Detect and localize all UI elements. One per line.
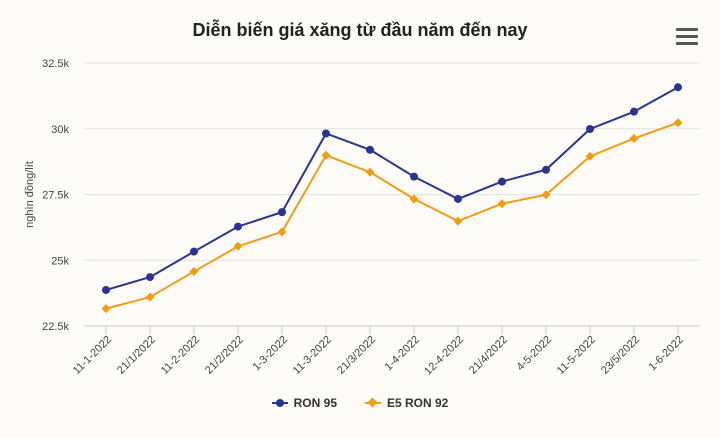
y-tick-label: 27.5k — [42, 190, 69, 202]
x-tick-label: 21/1/2022 — [115, 334, 158, 377]
x-tick-label: 23/5/2022 — [599, 334, 642, 377]
y-tick-label: 30k — [51, 124, 69, 136]
data-point-1 — [365, 167, 375, 177]
data-point-1 — [453, 216, 463, 226]
data-point-1 — [189, 267, 199, 277]
x-tick-label: 1-6-2022 — [646, 334, 686, 374]
data-point-1 — [497, 199, 507, 209]
data-point-0 — [454, 194, 462, 203]
data-point-0 — [498, 177, 506, 186]
y-tick-label: 32.5k — [42, 58, 69, 70]
chart-title: Diễn biến giá xăng từ đầu năm đến nay — [192, 20, 528, 40]
x-tick-label: 12-4-2022 — [422, 334, 466, 378]
x-tick-label: 21/4/2022 — [467, 334, 510, 377]
data-point-1 — [673, 118, 683, 128]
data-point-0 — [278, 208, 286, 217]
data-point-0 — [586, 125, 594, 134]
data-point-0 — [674, 83, 682, 92]
series-line-1 — [105, 121, 679, 310]
series-line-0 — [105, 86, 679, 291]
hamburger-menu-icon[interactable] — [676, 28, 698, 46]
legend-item-e5ron92[interactable]: E5 RON 92 — [365, 396, 448, 410]
data-point-1 — [277, 227, 287, 237]
x-tick-label: 1-4-2022 — [382, 334, 422, 374]
data-point-0 — [102, 285, 110, 294]
data-point-0 — [366, 145, 374, 154]
data-point-1 — [233, 241, 243, 251]
chart-legend: RON 95 E5 RON 92 — [0, 396, 720, 410]
x-tick-label: 11-1-2022 — [71, 334, 114, 377]
data-point-1 — [321, 150, 331, 160]
legend-label-ron95: RON 95 — [293, 396, 337, 410]
data-point-0 — [542, 165, 550, 174]
data-point-0 — [410, 172, 418, 181]
y-tick-label: 22.5k — [42, 321, 69, 333]
data-point-1 — [585, 151, 595, 161]
data-point-1 — [541, 190, 551, 200]
legend-marker-ron95 — [271, 398, 288, 408]
legend-marker-e5ron92 — [365, 397, 381, 408]
data-point-0 — [322, 129, 330, 138]
x-tick-label: 11-5-2022 — [555, 334, 598, 377]
data-point-1 — [101, 304, 111, 314]
data-point-1 — [409, 194, 419, 204]
legend-item-ron95[interactable]: RON 95 — [271, 396, 337, 410]
x-tick-label: 1-3-2022 — [250, 334, 290, 374]
x-tick-label: 21/3/2022 — [335, 334, 378, 377]
data-point-0 — [234, 222, 242, 231]
data-point-0 — [630, 107, 638, 116]
x-tick-label: 11-2-2022 — [159, 334, 202, 377]
x-tick-label: 4-5-2022 — [514, 334, 554, 374]
data-point-1 — [629, 133, 639, 143]
data-point-0 — [146, 273, 154, 282]
y-axis-title: nghìn đồng/lít — [24, 161, 36, 228]
x-tick-label: 11-3-2022 — [291, 334, 334, 377]
data-point-0 — [190, 247, 198, 256]
legend-label-e5ron92: E5 RON 92 — [387, 396, 449, 410]
x-tick-label: 21/2/2022 — [203, 334, 246, 377]
y-tick-label: 25k — [51, 255, 69, 267]
data-point-1 — [145, 292, 155, 302]
